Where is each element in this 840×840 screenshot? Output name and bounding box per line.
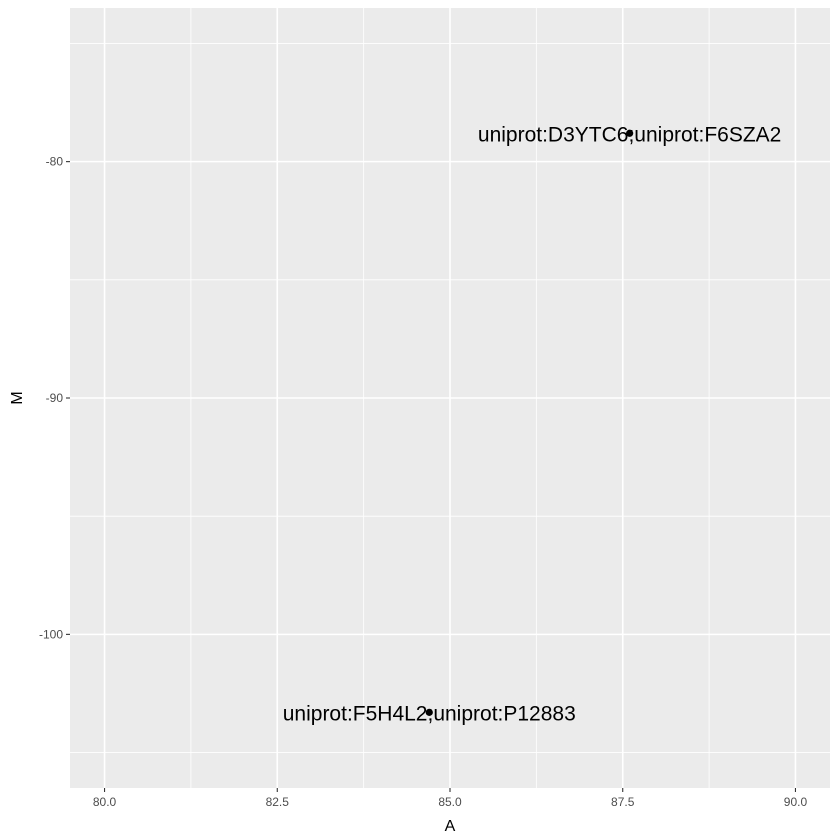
data-point [425,708,433,716]
data-point-label: uniprot:D3YTC6;uniprot:F6SZA2 [478,123,781,146]
y-tick-label: -90 [46,391,64,405]
x-tick-label: 80.0 [93,795,117,809]
x-tick-label: 90.0 [784,795,808,809]
point-labels: uniprot:D3YTC6;uniprot:F6SZA2 uniprot:F5H… [283,123,782,725]
x-tick-label: 82.5 [266,795,290,809]
x-axis-title: A [445,818,456,835]
y-tick-label: -80 [46,155,64,169]
x-tick-label: 87.5 [611,795,635,809]
y-tick-label: -100 [39,627,63,641]
major-gridlines [70,8,830,788]
x-axis-ticks: 80.0 82.5 85.0 87.5 90.0 [93,788,808,809]
x-tick-label: 85.0 [438,795,462,809]
data-points [425,129,634,716]
y-axis-ticks: -100 -90 -80 [39,155,70,641]
data-point [626,129,634,137]
data-point-label: uniprot:F5H4L2;uniprot:P12883 [283,702,576,725]
y-axis-title: M [9,391,26,404]
